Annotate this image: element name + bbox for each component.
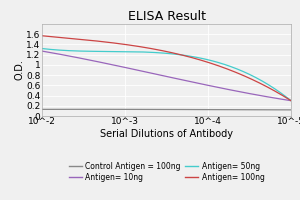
X-axis label: Serial Dilutions of Antibody: Serial Dilutions of Antibody [100, 129, 233, 139]
Title: ELISA Result: ELISA Result [128, 10, 206, 23]
Legend: Control Antigen = 100ng, Antigen= 10ng, Antigen= 50ng, Antigen= 100ng: Control Antigen = 100ng, Antigen= 10ng, … [65, 158, 268, 185]
Y-axis label: O.D.: O.D. [15, 60, 25, 80]
